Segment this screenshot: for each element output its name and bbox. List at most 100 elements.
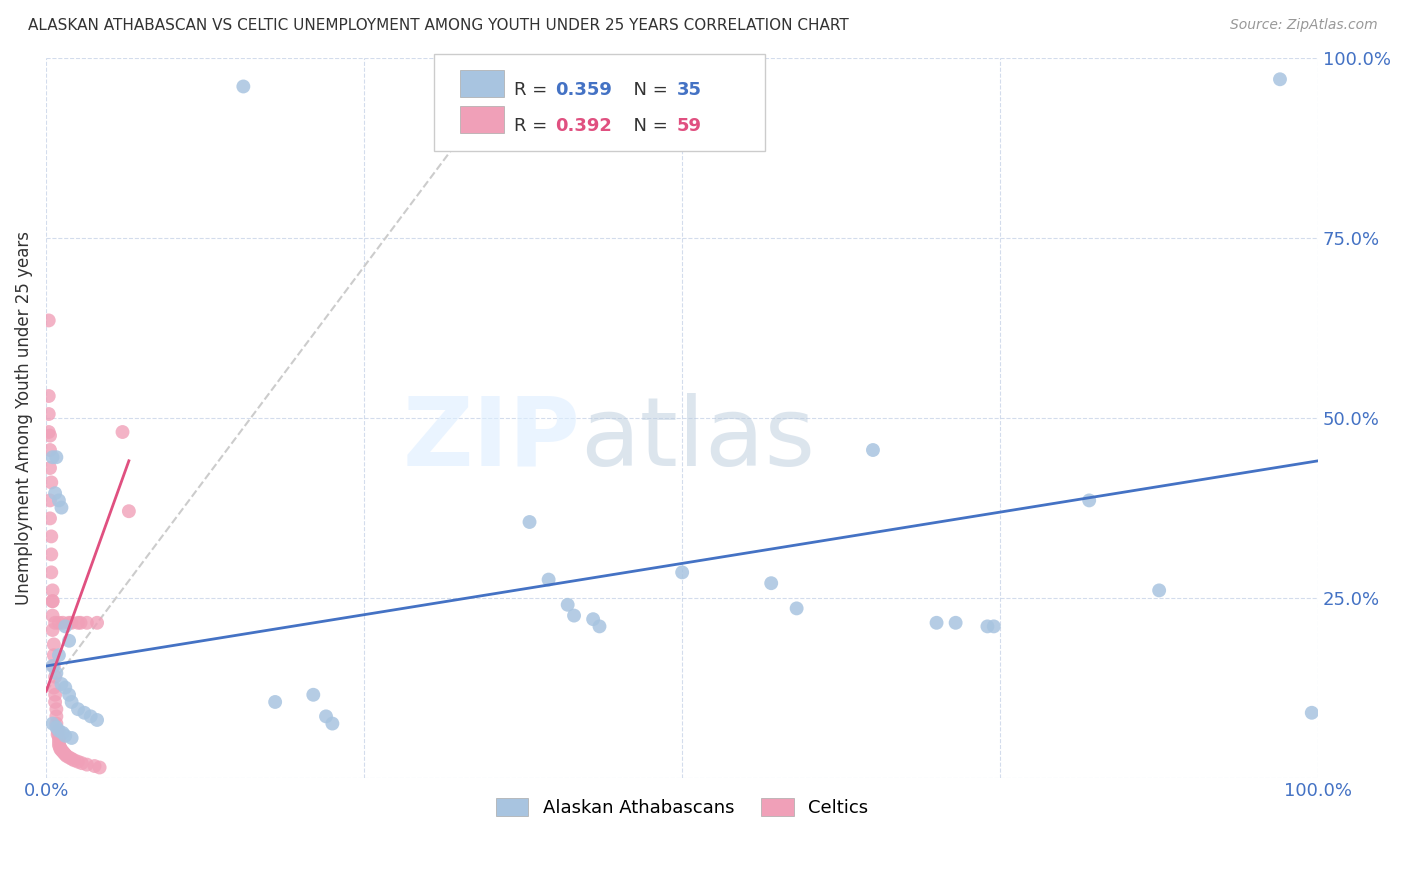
Point [66, 615, 89, 630]
Point [41, 594, 63, 608]
Text: 35: 35 [678, 81, 702, 99]
Point [1147, 583, 1170, 598]
Point [976, 619, 998, 633]
Point [41, 583, 63, 598]
Text: 0.392: 0.392 [555, 117, 612, 135]
Point [41, 450, 63, 465]
Point [53, 729, 76, 743]
Legend: Alaskan Athabascans, Celtics: Alaskan Athabascans, Celtics [486, 789, 877, 826]
Point [51, 743, 73, 757]
Point [39, 428, 62, 442]
Point [63, 753, 86, 767]
Point [39, 475, 62, 490]
Point [41, 623, 63, 637]
Text: ZIP: ZIP [402, 392, 581, 486]
Point [537, 573, 560, 587]
Point [562, 608, 585, 623]
Point [46, 723, 69, 738]
Point [39, 566, 62, 580]
Point [39, 493, 62, 508]
Point [49, 740, 72, 755]
Text: R =: R = [515, 81, 554, 99]
Point [41, 716, 63, 731]
Point [264, 695, 287, 709]
Point [39, 511, 62, 525]
Point [44, 688, 66, 702]
Point [83, 759, 105, 773]
Point [60, 752, 83, 766]
Point [111, 425, 134, 439]
Point [321, 716, 343, 731]
Point [862, 443, 884, 458]
Point [1301, 706, 1323, 720]
Text: N =: N = [623, 117, 673, 135]
Point [80, 709, 103, 723]
Point [46, 727, 69, 741]
Point [925, 615, 948, 630]
Text: Source: ZipAtlas.com: Source: ZipAtlas.com [1230, 18, 1378, 32]
Point [983, 619, 1005, 633]
FancyBboxPatch shape [460, 70, 505, 97]
Point [588, 619, 610, 633]
Point [38, 389, 60, 403]
Point [519, 515, 541, 529]
Point [1268, 72, 1291, 87]
Point [39, 443, 62, 458]
Point [786, 601, 808, 615]
Point [42, 637, 65, 651]
Point [58, 750, 80, 764]
FancyBboxPatch shape [460, 106, 505, 133]
Point [45, 666, 67, 681]
Point [38, 407, 60, 421]
Point [38, 313, 60, 327]
Point [302, 688, 325, 702]
Point [58, 633, 80, 648]
Point [44, 695, 66, 709]
Text: 59: 59 [678, 117, 702, 135]
Point [60, 695, 83, 709]
Point [89, 760, 111, 774]
Text: N =: N = [623, 81, 673, 99]
Point [58, 615, 80, 630]
Point [48, 731, 70, 745]
Point [45, 720, 67, 734]
Point [48, 734, 70, 748]
Point [76, 757, 98, 772]
Point [52, 745, 75, 759]
Point [69, 615, 91, 630]
Point [60, 731, 83, 745]
Point [52, 615, 75, 630]
Point [557, 598, 579, 612]
Point [44, 615, 66, 630]
Point [73, 706, 96, 720]
Point [1078, 493, 1101, 508]
Point [582, 612, 605, 626]
Point [671, 566, 693, 580]
Point [945, 615, 967, 630]
Point [58, 688, 80, 702]
Point [48, 615, 70, 630]
Point [48, 738, 70, 752]
Point [66, 755, 89, 769]
Point [315, 709, 337, 723]
Point [45, 702, 67, 716]
Point [48, 493, 70, 508]
Point [53, 619, 76, 633]
Point [66, 702, 89, 716]
Point [42, 659, 65, 673]
Y-axis label: Unemployment Among Youth under 25 years: Unemployment Among Youth under 25 years [15, 231, 32, 605]
Point [44, 486, 66, 500]
Point [41, 594, 63, 608]
Point [41, 608, 63, 623]
Point [44, 670, 66, 684]
Point [55, 748, 77, 763]
Point [70, 756, 93, 771]
Point [86, 615, 108, 630]
Point [118, 504, 141, 518]
Point [53, 747, 76, 762]
Point [38, 425, 60, 439]
Point [51, 500, 73, 515]
FancyBboxPatch shape [434, 54, 765, 152]
Point [49, 741, 72, 756]
Point [232, 79, 254, 94]
